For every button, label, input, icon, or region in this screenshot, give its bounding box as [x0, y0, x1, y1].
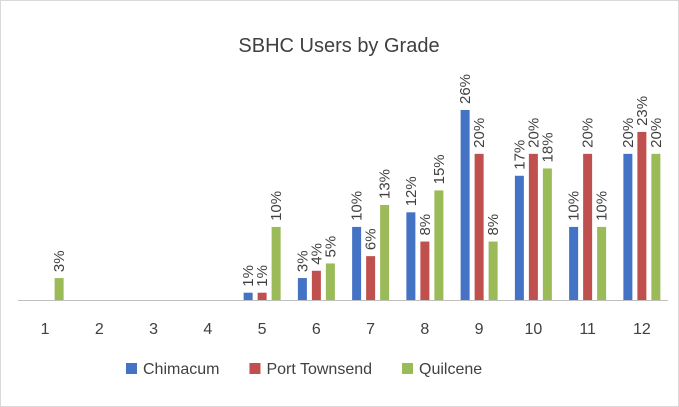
x-tick-label: 5 [258, 321, 267, 338]
data-label: 6% [363, 228, 380, 250]
data-label: 15% [431, 154, 448, 184]
data-label: 10% [268, 191, 285, 221]
legend-label: Port Townsend [266, 361, 372, 378]
bar [311, 270, 321, 300]
data-label: 12% [403, 176, 420, 206]
data-label: 23% [634, 96, 651, 126]
data-label: 18% [539, 132, 556, 162]
x-tick-label: 12 [633, 321, 651, 338]
x-tick-label: 4 [203, 321, 212, 338]
bar [325, 263, 335, 300]
bar [569, 226, 579, 300]
bar [380, 205, 390, 300]
data-label: 10% [594, 191, 611, 221]
bar [434, 190, 444, 300]
bar [271, 226, 281, 300]
bar [583, 153, 593, 300]
bar [406, 212, 416, 300]
bar [637, 131, 647, 300]
data-label: 10% [349, 191, 366, 221]
data-label: 1% [240, 265, 257, 287]
legend-swatch [402, 363, 414, 374]
data-label: 20% [580, 118, 597, 148]
legend-swatch [249, 363, 261, 374]
data-label: 5% [322, 236, 339, 258]
data-label: 20% [471, 118, 488, 148]
bar [597, 226, 607, 300]
bar [352, 226, 362, 300]
bar [366, 256, 376, 300]
data-label: 26% [457, 74, 474, 104]
x-tick-label: 8 [420, 321, 429, 338]
x-tick-label: 9 [475, 321, 484, 338]
bar [460, 110, 470, 300]
bar [243, 292, 253, 300]
data-label: 20% [620, 118, 637, 148]
data-label: 3% [294, 250, 311, 272]
x-tick-label: 1 [41, 321, 50, 338]
bar [257, 292, 267, 300]
data-label: 17% [511, 140, 528, 170]
legend-label: Quilcene [419, 361, 482, 378]
x-tick-label: 6 [312, 321, 321, 338]
data-label: 3% [51, 250, 68, 272]
data-label: 1% [254, 265, 271, 287]
bar [54, 278, 64, 300]
chart-title: SBHC Users by Grade [238, 35, 439, 57]
bar [651, 153, 661, 300]
data-label: 8% [485, 214, 502, 236]
x-tick-label: 2 [95, 321, 104, 338]
data-label: 8% [417, 214, 434, 236]
x-tick-label: 11 [579, 321, 596, 338]
bar [528, 153, 538, 300]
bar [488, 241, 498, 300]
bar [514, 175, 524, 300]
x-tick-label: 10 [524, 321, 542, 338]
x-tick-label: 3 [149, 321, 158, 338]
legend-swatch [126, 363, 137, 374]
bar [297, 278, 307, 300]
bar [542, 168, 552, 300]
bar [474, 153, 484, 300]
x-tick-label: 7 [366, 321, 375, 338]
legend-label: Chimacum [143, 361, 219, 378]
data-label: 20% [648, 118, 665, 148]
data-label: 13% [377, 169, 394, 199]
bar [420, 241, 430, 300]
data-label: 20% [525, 118, 542, 148]
bar [623, 153, 633, 300]
data-label: 4% [308, 243, 325, 265]
data-label: 10% [566, 191, 583, 221]
